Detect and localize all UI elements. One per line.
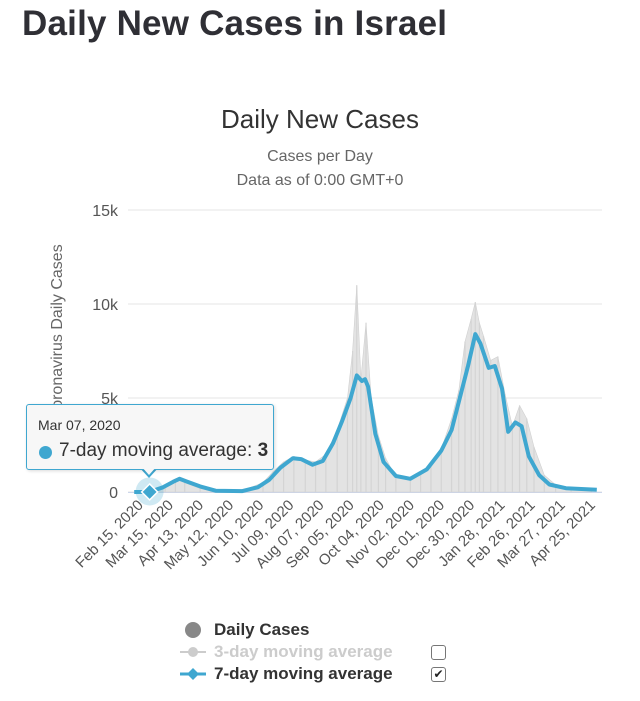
chart-data-date: Data as of 0:00 GMT+0 (236, 172, 404, 189)
legend-line-diamond-icon (180, 668, 206, 680)
legend-circle-icon (185, 622, 201, 638)
chart-subtitle: Cases per Day (267, 148, 373, 165)
hover-marker-layer (135, 477, 164, 506)
page-title: Daily New Cases in Israel (22, 4, 448, 43)
legend-line-circle-icon (180, 647, 206, 657)
legend-label-3-day-average: 3-day moving average (214, 642, 393, 661)
y-axis-ticks: 0 5k 10k 15k (92, 203, 119, 502)
y-tick-label: 0 (109, 485, 118, 502)
y-tick-label: 5k (101, 391, 119, 408)
legend-label-7-day-average: 7-day moving average (214, 664, 393, 683)
tooltip-pointer-fill (141, 466, 157, 475)
chart-legend: Daily Cases 3-day moving average 7-day m… (180, 620, 480, 686)
chart-title: Daily New Cases (221, 104, 419, 134)
hover-tooltip: Mar 07, 2020 7-day moving average: 3 (26, 404, 274, 470)
legend-item-7-day-average[interactable]: 7-day moving average ✔ (180, 664, 480, 686)
legend-label-daily-cases: Daily Cases (214, 620, 310, 639)
y-tick-label: 10k (92, 297, 119, 314)
tooltip-value: 3 (257, 440, 269, 461)
tooltip-series-label: 7-day moving average: (59, 440, 258, 461)
legend-item-daily-cases[interactable]: Daily Cases (180, 620, 480, 642)
tooltip-series-dot (39, 446, 52, 459)
tooltip-date: Mar 07, 2020 (38, 417, 121, 433)
hover-point-marker (140, 482, 159, 502)
legend-item-3-day-average[interactable]: 3-day moving average (180, 642, 480, 664)
tooltip-series-line: 7-day moving average: 3 (59, 440, 268, 462)
y-tick-label: 15k (92, 203, 119, 220)
seven-day-average-line (134, 332, 597, 494)
checkbox-7-day-average[interactable]: ✔ (431, 667, 446, 682)
checkbox-3-day-average[interactable] (431, 645, 446, 660)
seven-day-average-layer (134, 332, 597, 494)
